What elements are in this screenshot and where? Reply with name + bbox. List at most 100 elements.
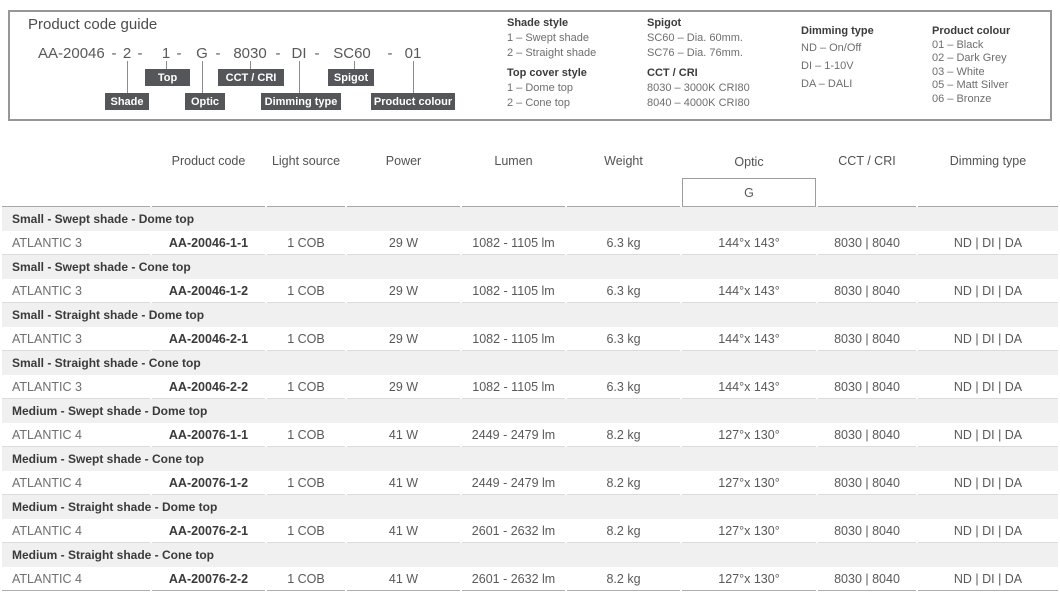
product-code-cell: AA-20046-2-1 — [152, 327, 265, 351]
tag-colour: Product colour — [371, 93, 455, 110]
optic-cell: 127°x 130° — [682, 423, 816, 447]
group-title: Small - Straight shade - Cone top — [2, 351, 1058, 375]
optic-cell: 144°x 143° — [682, 375, 816, 399]
tag-spigot: Spigot — [328, 69, 374, 86]
legend-title: Spigot — [647, 17, 682, 29]
power-cell: 41 W — [347, 519, 460, 543]
legend-spigot-cct: Spigot SC60 – Dia. 60mm. SC76 – Dia. 76m… — [647, 16, 750, 111]
light-source-cell: 1 COB — [267, 519, 345, 543]
legend-item: 2 – Cone top — [507, 97, 570, 109]
legend-item: 02 – Dark Grey — [932, 52, 1007, 65]
group-title: Small - Straight shade - Dome top — [2, 303, 1058, 327]
table-row: ATLANTIC 4 AA-20076-1-2 1 COB 41 W 2449 … — [2, 471, 1058, 495]
product-code-guide: Product code guide AA-20046 - 2 - 1 - G … — [8, 10, 1052, 121]
tag-optic: Optic — [185, 93, 225, 110]
group-header-row: Small - Straight shade - Dome top — [2, 303, 1058, 327]
legend-dimming: Dimming type ND – On/Off DI – 1-10V DA –… — [801, 24, 874, 93]
weight-cell: 6.3 kg — [567, 279, 680, 303]
legend-title: Dimming type — [801, 25, 874, 37]
power-cell: 41 W — [347, 423, 460, 447]
group-header-row: Medium - Swept shade - Dome top — [2, 399, 1058, 423]
code-dash: - — [314, 45, 320, 62]
cct-cri-cell: 8030 | 8040 — [818, 519, 916, 543]
code-part-top: 1 — [161, 45, 171, 62]
code-part-optic: G — [196, 45, 208, 62]
group-title: Medium - Straight shade - Cone top — [2, 543, 1058, 567]
product-code-cell: AA-20076-2-1 — [152, 519, 265, 543]
product-spec-table: Product code Light source Power Lumen We… — [0, 144, 1060, 591]
optic-cell: 144°x 143° — [682, 231, 816, 255]
code-dash: - — [111, 45, 117, 62]
tag-top: Top — [145, 69, 190, 86]
connector-shade-line — [127, 61, 128, 93]
power-cell: 41 W — [347, 471, 460, 495]
tag-cct: CCT / CRI — [218, 69, 284, 86]
code-part-prefix: AA-20046 — [38, 45, 105, 62]
group-header-row: Medium - Straight shade - Cone top — [2, 543, 1058, 567]
product-code-cell: AA-20046-2-2 — [152, 375, 265, 399]
column-header-lumen: Lumen — [462, 144, 565, 207]
table-row: ATLANTIC 3 AA-20046-2-2 1 COB 29 W 1082 … — [2, 375, 1058, 399]
light-source-cell: 1 COB — [267, 471, 345, 495]
cct-cri-cell: 8030 | 8040 — [818, 375, 916, 399]
cct-cri-cell: 8030 | 8040 — [818, 231, 916, 255]
code-dash: - — [387, 45, 393, 62]
tag-dimming: Dimming type — [261, 93, 341, 110]
product-name-cell: ATLANTIC 3 — [2, 327, 150, 351]
column-header-power: Power — [347, 144, 460, 207]
optic-cell: 144°x 143° — [682, 327, 816, 351]
dimming-cell: ND | DI | DA — [918, 375, 1058, 399]
column-header-light-source: Light source — [267, 144, 345, 207]
code-dash: - — [176, 45, 182, 62]
dimming-cell: ND | DI | DA — [918, 423, 1058, 447]
legend-title: Shade style — [507, 17, 569, 29]
product-code-cell: AA-20076-1-1 — [152, 423, 265, 447]
group-header-row: Medium - Swept shade - Cone top — [2, 447, 1058, 471]
column-header-product — [2, 144, 150, 207]
table-row: ATLANTIC 3 AA-20046-2-1 1 COB 29 W 1082 … — [2, 327, 1058, 351]
cct-cri-cell: 8030 | 8040 — [818, 423, 916, 447]
dimming-cell: ND | DI | DA — [918, 471, 1058, 495]
group-header-row: Small - Straight shade - Cone top — [2, 351, 1058, 375]
optic-header-label: Optic — [734, 155, 764, 169]
weight-cell: 8.2 kg — [567, 471, 680, 495]
group-header-row: Small - Swept shade - Dome top — [2, 207, 1058, 231]
dimming-cell: ND | DI | DA — [918, 231, 1058, 255]
dimming-cell: ND | DI | DA — [918, 519, 1058, 543]
lumen-cell: 2601 - 2632 lm — [462, 567, 565, 591]
lumen-cell: 2449 - 2479 lm — [462, 423, 565, 447]
group-header-row: Medium - Straight shade - Dome top — [2, 495, 1058, 519]
cct-cri-cell: 8030 | 8040 — [818, 471, 916, 495]
connector-colour-line — [413, 61, 414, 93]
table-row: ATLANTIC 4 AA-20076-1-1 1 COB 41 W 2449 … — [2, 423, 1058, 447]
light-source-cell: 1 COB — [267, 231, 345, 255]
power-cell: 41 W — [347, 567, 460, 591]
power-cell: 29 W — [347, 327, 460, 351]
product-name-cell: ATLANTIC 3 — [2, 279, 150, 303]
optic-variant-box: G — [682, 178, 816, 206]
weight-cell: 8.2 kg — [567, 519, 680, 543]
weight-cell: 6.3 kg — [567, 231, 680, 255]
optic-cell: 144°x 143° — [682, 279, 816, 303]
product-name-cell: ATLANTIC 3 — [2, 375, 150, 399]
legend-item: SC76 – Dia. 76mm. — [647, 47, 743, 59]
legend-item: 2 – Straight shade — [507, 47, 597, 59]
dimming-cell: ND | DI | DA — [918, 567, 1058, 591]
column-header-weight: Weight — [567, 144, 680, 207]
legend-item: 1 – Swept shade — [507, 32, 589, 44]
product-name-cell: ATLANTIC 3 — [2, 231, 150, 255]
legend-title: Product colour — [932, 25, 1011, 37]
weight-cell: 6.3 kg — [567, 327, 680, 351]
code-part-colour: 01 — [404, 45, 422, 62]
code-part-shade: 2 — [122, 45, 132, 62]
table-row: ATLANTIC 4 AA-20076-2-2 1 COB 41 W 2601 … — [2, 567, 1058, 591]
weight-cell: 8.2 kg — [567, 567, 680, 591]
light-source-cell: 1 COB — [267, 279, 345, 303]
legend-item: ND – On/Off — [801, 42, 862, 54]
column-header-optic: Optic G — [682, 144, 816, 207]
legend-shade-top: Shade style 1 – Swept shade 2 – Straight… — [507, 16, 596, 111]
product-code-cell: AA-20076-1-2 — [152, 471, 265, 495]
cct-cri-cell: 8030 | 8040 — [818, 567, 916, 591]
cct-cri-cell: 8030 | 8040 — [818, 279, 916, 303]
